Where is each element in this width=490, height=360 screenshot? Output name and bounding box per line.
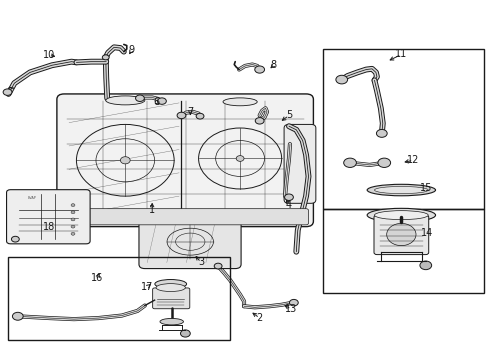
Text: 13: 13 [285,304,297,314]
Text: 1: 1 [149,206,155,216]
Circle shape [214,263,222,269]
Ellipse shape [367,184,436,196]
Bar [323,49,485,209]
Text: 10: 10 [43,50,55,60]
FancyBboxPatch shape [139,213,241,269]
Text: 18: 18 [43,222,55,231]
Text: 7: 7 [187,107,194,117]
Circle shape [378,158,391,167]
Circle shape [376,130,387,137]
Ellipse shape [223,98,257,106]
Ellipse shape [374,186,428,194]
Circle shape [12,312,23,320]
FancyBboxPatch shape [374,215,429,255]
Text: EVAP: EVAP [27,195,36,200]
Circle shape [255,118,264,124]
Text: 8: 8 [270,60,276,70]
Text: 9: 9 [128,45,135,55]
Circle shape [290,300,298,306]
Bar [323,209,485,293]
Circle shape [121,157,130,164]
Circle shape [420,261,432,270]
Text: 4: 4 [286,200,292,210]
Circle shape [71,218,75,221]
FancyBboxPatch shape [153,288,190,309]
Ellipse shape [156,284,185,292]
Circle shape [236,156,244,161]
Circle shape [336,75,347,84]
FancyBboxPatch shape [6,190,90,244]
Bar [8,257,230,339]
Ellipse shape [106,96,145,105]
Text: 5: 5 [286,111,292,121]
Text: 12: 12 [407,155,420,165]
Text: 16: 16 [91,273,103,283]
Text: 11: 11 [395,49,408,59]
Text: 6: 6 [153,97,159,107]
Circle shape [343,158,356,167]
Ellipse shape [367,208,436,222]
Circle shape [255,66,265,73]
Circle shape [71,225,75,228]
FancyBboxPatch shape [62,209,309,225]
Text: 3: 3 [198,257,204,267]
Circle shape [136,95,145,102]
Text: 15: 15 [419,183,432,193]
Circle shape [3,89,12,95]
Text: 14: 14 [420,228,433,238]
Circle shape [102,55,109,60]
Ellipse shape [155,279,187,288]
Circle shape [71,232,75,235]
Ellipse shape [374,211,428,220]
Ellipse shape [160,319,183,325]
Circle shape [11,236,19,242]
Circle shape [285,194,294,201]
Text: 2: 2 [257,313,263,323]
Circle shape [177,112,186,119]
Circle shape [196,113,204,119]
Text: 17: 17 [141,282,153,292]
FancyBboxPatch shape [284,125,316,203]
Circle shape [158,98,166,104]
FancyBboxPatch shape [57,94,314,226]
Circle shape [71,211,75,214]
Circle shape [71,204,75,207]
Circle shape [180,330,190,337]
Ellipse shape [387,224,416,246]
